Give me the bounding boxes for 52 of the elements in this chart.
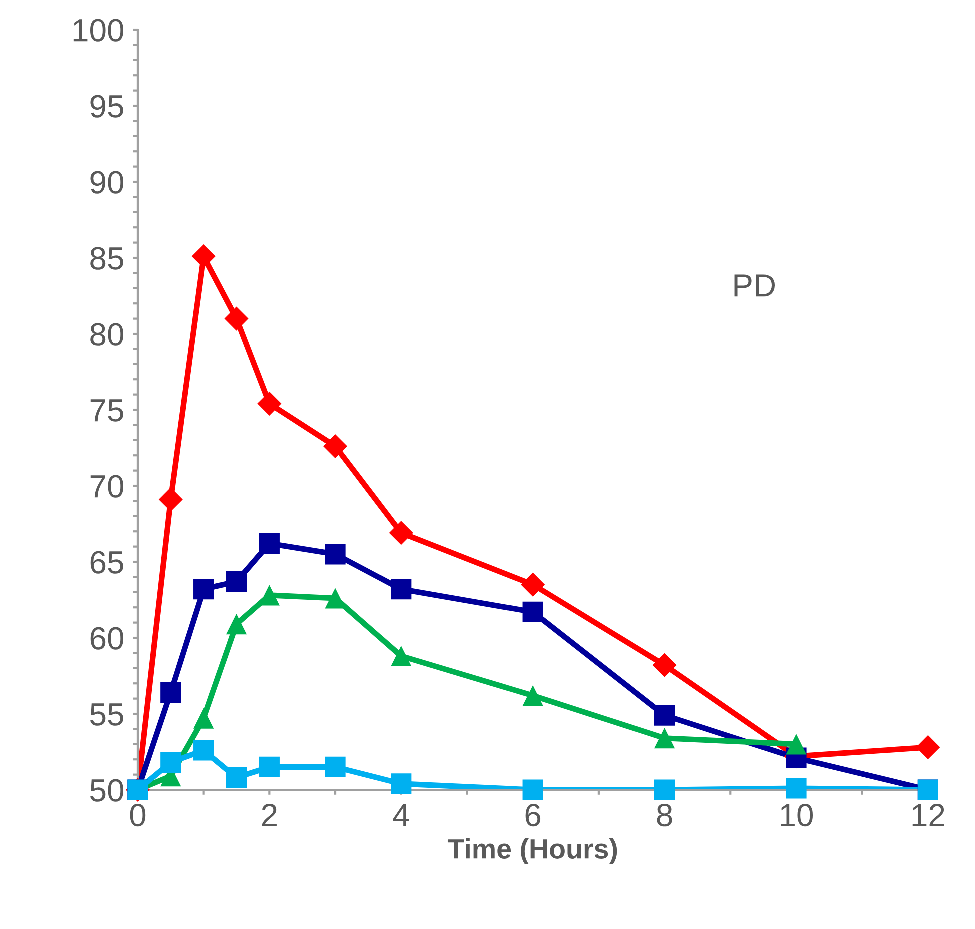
point <box>325 756 346 778</box>
y-tick-label: 85 <box>90 247 124 270</box>
y-tick-label: 55 <box>90 704 124 726</box>
point <box>391 774 412 794</box>
point <box>158 488 183 512</box>
x-axis-title: Time (Hours) <box>448 838 618 864</box>
point <box>194 579 214 600</box>
y-tick-label: 70 <box>90 475 124 498</box>
point <box>521 572 546 597</box>
y-tick-label: 50 <box>90 779 124 802</box>
point <box>522 685 544 706</box>
point <box>652 653 677 678</box>
point <box>226 571 248 592</box>
point <box>224 306 249 331</box>
point <box>259 533 280 554</box>
annotation: PD <box>734 274 776 297</box>
point <box>391 579 412 600</box>
y-tick-label: 60 <box>90 627 124 650</box>
y-tick-label: 90 <box>90 171 124 194</box>
point <box>226 614 248 635</box>
point <box>916 735 940 760</box>
point <box>654 705 676 726</box>
point <box>160 752 182 773</box>
point <box>786 778 807 799</box>
point <box>226 768 248 788</box>
x-tick-label: 2 <box>262 804 277 826</box>
y-tick-label: 75 <box>90 400 124 422</box>
x-tick-label: 8 <box>657 804 672 827</box>
x-tick-label: 4 <box>393 804 410 826</box>
x-tick-label: 10 <box>781 804 814 827</box>
point <box>654 728 676 749</box>
point <box>522 780 544 800</box>
point <box>259 756 280 778</box>
point <box>194 708 214 729</box>
y-tick-label: 95 <box>90 95 124 118</box>
y-tick-label: 80 <box>90 323 124 346</box>
point <box>192 244 216 269</box>
x-tick-label: 12 <box>912 804 944 826</box>
point <box>325 544 346 565</box>
x-tick-label: 6 <box>526 804 541 827</box>
point <box>389 521 414 546</box>
y-tick-label: 65 <box>90 551 124 574</box>
point <box>323 434 348 459</box>
point <box>194 740 214 761</box>
point <box>258 392 282 416</box>
x-tick-label: 0 <box>130 804 146 827</box>
point <box>522 602 544 622</box>
point <box>391 646 412 667</box>
y-tick-label: 100 <box>74 19 124 42</box>
point <box>654 780 676 800</box>
point <box>160 682 182 704</box>
point <box>786 734 807 755</box>
